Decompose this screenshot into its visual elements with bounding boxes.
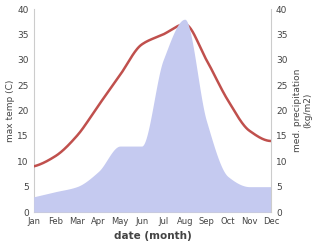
Y-axis label: med. precipitation
(kg/m2): med. precipitation (kg/m2) (293, 69, 313, 152)
Y-axis label: max temp (C): max temp (C) (5, 79, 15, 142)
X-axis label: date (month): date (month) (114, 231, 191, 242)
